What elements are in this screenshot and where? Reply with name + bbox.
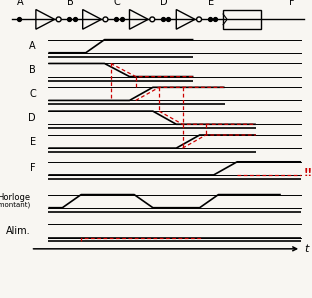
Circle shape xyxy=(56,17,61,22)
Text: Alim.: Alim. xyxy=(6,226,31,236)
Text: D: D xyxy=(28,113,36,123)
Text: Horloge: Horloge xyxy=(0,193,31,202)
Text: A: A xyxy=(29,41,36,51)
Text: D: D xyxy=(160,0,168,7)
Text: F: F xyxy=(30,163,36,173)
Text: E: E xyxy=(30,136,36,147)
Text: t: t xyxy=(304,244,309,254)
Text: (front montant): (front montant) xyxy=(0,201,31,208)
Circle shape xyxy=(103,17,108,22)
Bar xyxy=(223,10,261,29)
Text: B: B xyxy=(67,0,74,7)
Text: E: E xyxy=(207,0,214,7)
Text: B: B xyxy=(29,65,36,75)
Text: C: C xyxy=(29,89,36,99)
Text: A: A xyxy=(17,0,24,7)
Text: F: F xyxy=(289,0,295,7)
Text: C: C xyxy=(114,0,120,7)
Circle shape xyxy=(150,17,155,22)
Circle shape xyxy=(197,17,202,22)
Text: !!!: !!! xyxy=(303,168,312,179)
